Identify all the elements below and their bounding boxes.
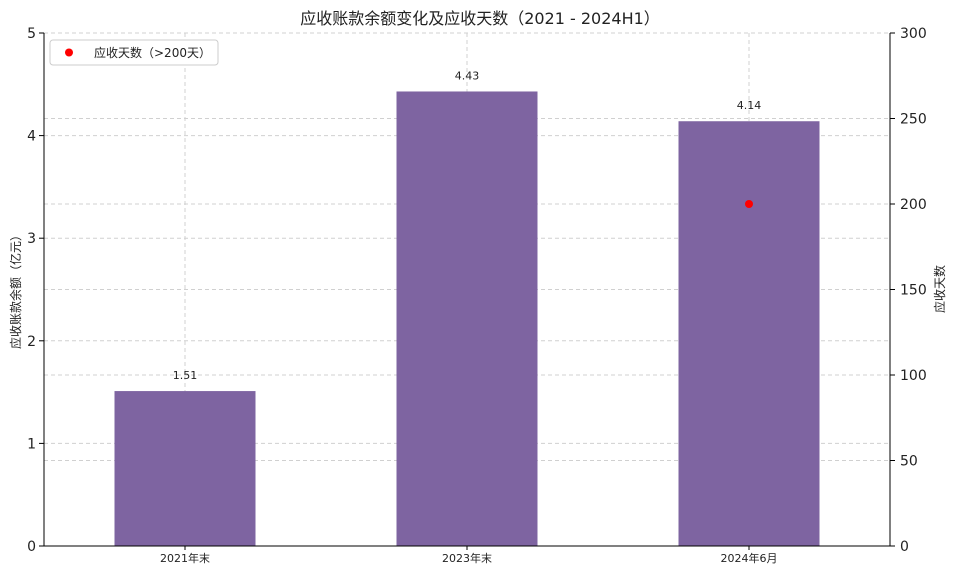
y-tick-label: 4 <box>27 129 36 145</box>
y-tick-label: 2 <box>27 334 36 350</box>
bar-value-labels: 1.51 4.43 4.14 <box>173 69 762 382</box>
bar <box>678 121 820 547</box>
y-tick-label: 1 <box>27 436 36 452</box>
x-tick-label: 2021年末 <box>160 551 210 565</box>
y2-tick-label: 150 <box>900 283 927 299</box>
bar-value-label: 1.51 <box>173 369 198 382</box>
bars <box>114 91 820 547</box>
x-tick-label: 2023年末 <box>442 551 492 565</box>
legend-box <box>49 39 219 66</box>
scatter-points <box>745 200 753 208</box>
y-tick-label: 5 <box>27 26 36 42</box>
y-axis-label: 应收账款余额（亿元） <box>8 229 23 349</box>
bar-value-label: 4.14 <box>737 99 762 112</box>
y2-axis-label: 应收天数 <box>932 265 947 313</box>
legend: 应收天数（>200天） <box>49 39 219 66</box>
bar <box>114 391 256 546</box>
bar-value-label: 4.43 <box>455 69 480 82</box>
y2-tick-label: 50 <box>900 454 918 470</box>
chart-title: 应收账款余额变化及应收天数（2021 - 2024H1） <box>300 9 660 28</box>
y2-tick-label: 0 <box>900 539 909 555</box>
legend-marker <box>65 48 73 57</box>
y2-tick-label: 300 <box>900 26 927 42</box>
legend-label: 应收天数（>200天） <box>94 45 211 60</box>
scatter-point <box>745 200 753 208</box>
y2-tick-label: 100 <box>900 368 927 384</box>
y2-tick-label: 200 <box>900 197 927 213</box>
y2-tick-label: 250 <box>900 112 927 128</box>
x-tick-label: 2024年6月 <box>721 551 778 565</box>
bar <box>396 91 538 547</box>
y-tick-label: 3 <box>27 231 36 247</box>
y-tick-label: 0 <box>27 539 36 555</box>
